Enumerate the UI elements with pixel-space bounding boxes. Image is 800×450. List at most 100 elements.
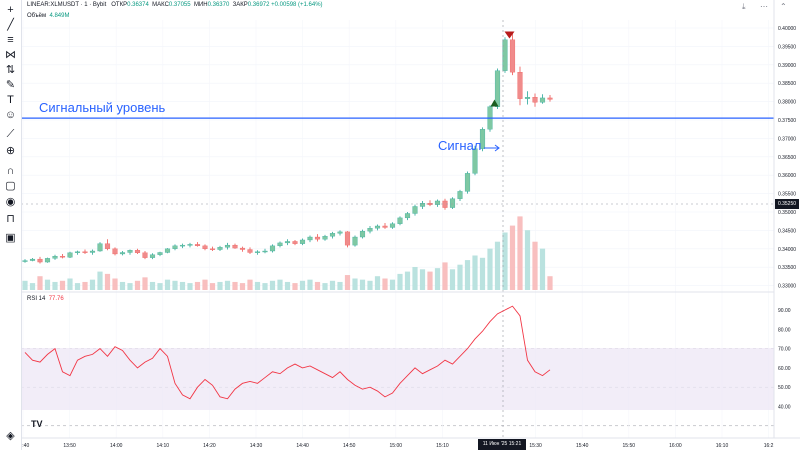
volume-bar <box>412 267 418 290</box>
volume-bar <box>457 264 463 290</box>
candle-body <box>172 245 178 249</box>
candle-body <box>397 217 403 224</box>
candle-body <box>67 252 73 258</box>
ruler-icon[interactable]: ⟋ <box>6 128 15 140</box>
rsi-legend[interactable]: RSI 14 77.76 <box>27 296 64 302</box>
price-tick-label: 0.35500 <box>778 192 796 198</box>
volume-bar <box>187 283 193 290</box>
down-arrow-icon[interactable]: ⤓ <box>742 2 746 11</box>
volume-bar <box>329 280 336 290</box>
symbol-legend[interactable]: LINEAR:XLMUSDT · 1 · Bybit ОТКР0.36374 М… <box>27 2 323 8</box>
smile-icon[interactable]: ☺ <box>4 109 17 121</box>
volume-bar <box>374 276 381 290</box>
volume-bar <box>389 279 396 290</box>
volume-bar <box>224 280 231 290</box>
volume-bar <box>322 283 328 290</box>
menu-dots-icon[interactable]: ⋯ <box>760 2 768 11</box>
time-tick-label: 14:00 <box>110 443 123 449</box>
volume-bar <box>382 278 388 290</box>
high-label: МАКС <box>152 2 169 8</box>
candle-body <box>179 244 186 247</box>
crosshair-time-tag: 11 Июн '25 15:21 <box>478 439 526 450</box>
volume-bar <box>254 281 261 290</box>
candle-body <box>59 256 66 258</box>
trend-line-icon[interactable]: ╱ <box>7 19 14 31</box>
candle-body <box>509 39 516 73</box>
candle-body <box>502 39 508 71</box>
volume-bar <box>547 276 553 290</box>
candle-body <box>419 203 426 207</box>
volume-bar <box>157 283 163 290</box>
volume-bar <box>487 248 493 290</box>
volume-bar <box>22 280 28 290</box>
symbol-name: LINEAR:XLMUSDT · 1 · Bybit <box>27 2 107 8</box>
open-value: 0.36374 <box>127 2 149 8</box>
volume-bar <box>502 232 508 290</box>
candle-body <box>44 258 51 263</box>
projection-icon[interactable]: ⇅ <box>5 64 16 76</box>
volume-legend[interactable]: Объём 4.849М <box>27 13 69 19</box>
volume-bar <box>359 279 366 290</box>
price-tick-label: 0.33000 <box>778 284 796 290</box>
volume-bar <box>262 283 268 290</box>
volume-bar <box>164 279 171 290</box>
candle-body <box>89 250 96 253</box>
magnet-icon[interactable]: ∩ <box>6 165 15 177</box>
crosshair-icon[interactable]: + <box>7 4 14 16</box>
candle-body <box>389 223 396 228</box>
time-tick-label: 14:40 <box>296 443 309 449</box>
crosshair-price-tag: 0.35250 <box>775 199 799 209</box>
volume-bar <box>202 279 208 290</box>
rsi-tick-label: 70.00 <box>778 347 791 353</box>
candle-body <box>97 243 103 252</box>
volume-bar <box>37 276 43 290</box>
volume-bar <box>59 280 66 290</box>
volume-bar <box>149 281 156 290</box>
candle-body <box>134 250 141 253</box>
time-axis: 13:40 13:50 14:00 14:10 14:20 14:30 14:40 14:50… <box>17 443 774 449</box>
volume-bar <box>247 279 253 290</box>
candle-body <box>359 230 366 238</box>
lock-all-icon[interactable]: ⊓ <box>6 213 15 225</box>
zoom-icon[interactable]: ⊕ <box>5 145 16 157</box>
pattern-icon[interactable]: ⋈ <box>5 49 16 61</box>
close-label: ЗАКР <box>232 2 248 8</box>
volume-bar <box>194 281 201 290</box>
signal-level-label[interactable]: Сигнальный уровень <box>39 100 166 115</box>
candle-body <box>314 236 321 240</box>
candle-body <box>494 70 501 107</box>
volume-bar <box>172 280 178 290</box>
volume-bar <box>532 241 538 290</box>
brush-icon[interactable]: ✎ <box>5 79 16 91</box>
candle-body <box>254 251 261 253</box>
trash-icon[interactable]: ▣ <box>5 232 16 244</box>
volume-label: Объём <box>27 13 47 19</box>
eye-icon[interactable]: ◉ <box>5 196 16 208</box>
candle-body <box>344 231 351 246</box>
layers-icon[interactable]: ◈ <box>6 430 15 442</box>
price-tick-label: 0.39500 <box>778 44 796 50</box>
volume-bar <box>442 262 448 290</box>
rsi-band <box>21 348 774 410</box>
volume-bar <box>397 273 403 290</box>
collapse-icon[interactable]: ⌃ <box>780 2 787 11</box>
sell-marker-icon <box>504 31 515 39</box>
lock-icon[interactable]: ▢ <box>5 180 16 192</box>
volume-bar <box>284 281 291 290</box>
low-label: МИН <box>193 2 208 8</box>
candle-body <box>232 244 238 249</box>
volume-bar <box>337 281 343 290</box>
candle-body <box>187 244 193 246</box>
fib-icon[interactable]: ≡ <box>7 34 14 46</box>
volume-bar <box>517 216 523 290</box>
candle-body <box>464 173 471 192</box>
volume-bar <box>217 281 223 290</box>
candle-body <box>112 248 118 255</box>
time-tick-label: 15:00 <box>390 443 403 449</box>
candle-body <box>404 213 411 219</box>
price-tick-label: 0.34000 <box>778 247 796 253</box>
text-icon[interactable]: T <box>7 94 14 106</box>
candle-body <box>157 252 163 255</box>
signal-label[interactable]: Сигнал <box>438 138 482 153</box>
